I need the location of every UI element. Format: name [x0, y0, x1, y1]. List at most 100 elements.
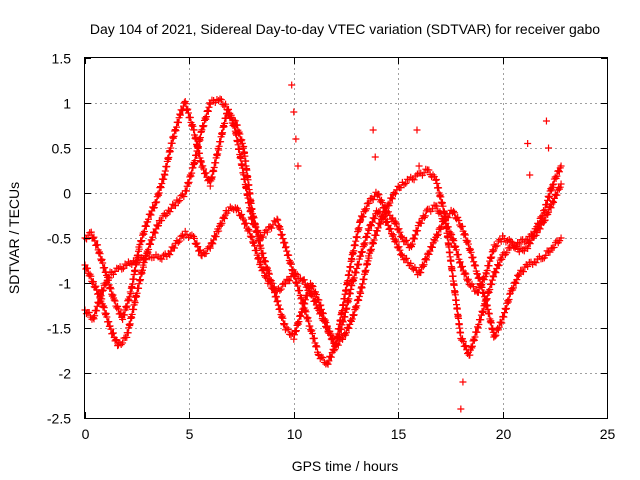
- data-point-marker: [193, 239, 201, 247]
- data-point-marker: [300, 276, 308, 284]
- data-point-marker: [321, 318, 329, 326]
- data-point-marker: [532, 259, 540, 267]
- data-point-marker: [403, 236, 411, 244]
- data-point-marker: [122, 304, 130, 312]
- data-point-marker: [146, 240, 154, 248]
- data-point-marker: [95, 249, 103, 257]
- data-point-marker: [112, 336, 120, 344]
- data-point-marker: [89, 278, 97, 286]
- data-point-marker: [547, 204, 555, 212]
- data-point-marker: [473, 328, 481, 336]
- data-point-marker: [506, 290, 514, 298]
- y-tick-label: -1: [59, 276, 72, 292]
- data-point-marker: [187, 172, 195, 180]
- data-point-marker: [295, 318, 303, 326]
- data-point-marker: [204, 107, 212, 115]
- data-point-marker: [542, 251, 550, 259]
- data-point-marker: [464, 240, 472, 248]
- data-point-marker: [292, 328, 300, 336]
- data-point-marker: [152, 199, 160, 207]
- data-point-marker: [260, 266, 268, 274]
- y-tick-label: 0: [63, 186, 71, 202]
- data-point-marker: [415, 268, 423, 276]
- data-point-marker: [135, 245, 143, 253]
- data-point-marker: [176, 110, 184, 118]
- data-point-marker: [380, 204, 388, 212]
- data-point-marker: [139, 263, 147, 271]
- data-point-marker: [509, 284, 517, 292]
- data-point-marker: [459, 262, 467, 270]
- data-point-marker: [551, 173, 559, 181]
- data-point-marker: [428, 243, 436, 251]
- data-point-marker: [297, 295, 305, 303]
- data-point-marker: [464, 237, 472, 245]
- data-point-marker: [255, 255, 263, 263]
- data-point-marker: [292, 327, 300, 335]
- series-track-3: [81, 203, 565, 350]
- data-point-marker: [357, 212, 365, 220]
- data-point-marker: [355, 260, 363, 268]
- data-point-marker: [209, 240, 217, 248]
- data-point-marker: [458, 336, 466, 344]
- data-point-marker: [471, 333, 479, 341]
- data-point-marker: [474, 270, 482, 278]
- data-point-marker: [526, 240, 534, 248]
- data-point-marker: [421, 212, 429, 220]
- data-point-marker: [376, 208, 384, 216]
- data-point-marker: [364, 225, 372, 233]
- data-point-marker: [286, 277, 294, 285]
- data-point-marker: [508, 238, 516, 246]
- data-point-marker: [464, 277, 472, 285]
- data-point-marker: [308, 330, 316, 338]
- data-point-marker: [275, 224, 283, 232]
- data-point-marker: [472, 262, 480, 270]
- data-point-marker: [256, 259, 264, 267]
- data-point-marker: [497, 254, 505, 262]
- data-point-marker: [241, 220, 249, 228]
- data-point-marker: [553, 172, 561, 180]
- data-point-marker: [479, 308, 487, 316]
- data-point-marker: [238, 210, 246, 218]
- data-point-marker: [302, 308, 310, 316]
- data-point-marker: [293, 278, 301, 286]
- data-point-marker: [524, 140, 532, 147]
- axis-ticks: 0 5 10 15 20 25 -2.5 -2 -1.5 -1 -0.5 0 0.5 1 1.5: [47, 51, 616, 443]
- data-point-marker: [544, 196, 552, 204]
- data-point-marker: [553, 191, 561, 199]
- data-point-marker: [524, 263, 532, 271]
- data-point-marker: [239, 144, 247, 152]
- data-point-marker: [205, 243, 213, 251]
- data-point-marker: [551, 190, 559, 198]
- data-point-marker: [287, 260, 295, 268]
- data-point-marker: [365, 199, 373, 207]
- data-point-marker: [111, 297, 119, 305]
- data-point-marker: [351, 268, 359, 276]
- data-point-marker: [484, 287, 492, 295]
- data-point-marker: [317, 310, 325, 318]
- data-point-marker: [153, 198, 161, 206]
- data-point-marker: [546, 248, 554, 256]
- data-point-marker: [326, 327, 334, 335]
- data-point-marker: [485, 262, 493, 270]
- data-point-marker: [451, 209, 459, 217]
- data-point-marker: [168, 139, 176, 147]
- data-point-marker: [477, 316, 485, 324]
- data-point-marker: [283, 247, 291, 255]
- data-point-marker: [314, 303, 322, 311]
- data-point-marker: [402, 179, 410, 187]
- data-point-marker: [452, 242, 460, 250]
- data-point-marker: [494, 324, 502, 332]
- data-point-marker: [278, 313, 286, 321]
- data-point-marker: [184, 180, 192, 188]
- data-point-marker: [352, 269, 360, 277]
- data-point-marker: [462, 342, 470, 350]
- data-point-marker: [426, 247, 434, 255]
- data-point-marker: [369, 239, 377, 247]
- data-point-marker: [493, 242, 501, 250]
- data-point-marker: [319, 316, 327, 324]
- data-point-marker: [99, 286, 107, 294]
- data-point-marker: [185, 178, 193, 186]
- data-point-marker: [276, 225, 284, 233]
- data-point-marker: [251, 219, 259, 227]
- x-tick-label: 25: [600, 426, 616, 442]
